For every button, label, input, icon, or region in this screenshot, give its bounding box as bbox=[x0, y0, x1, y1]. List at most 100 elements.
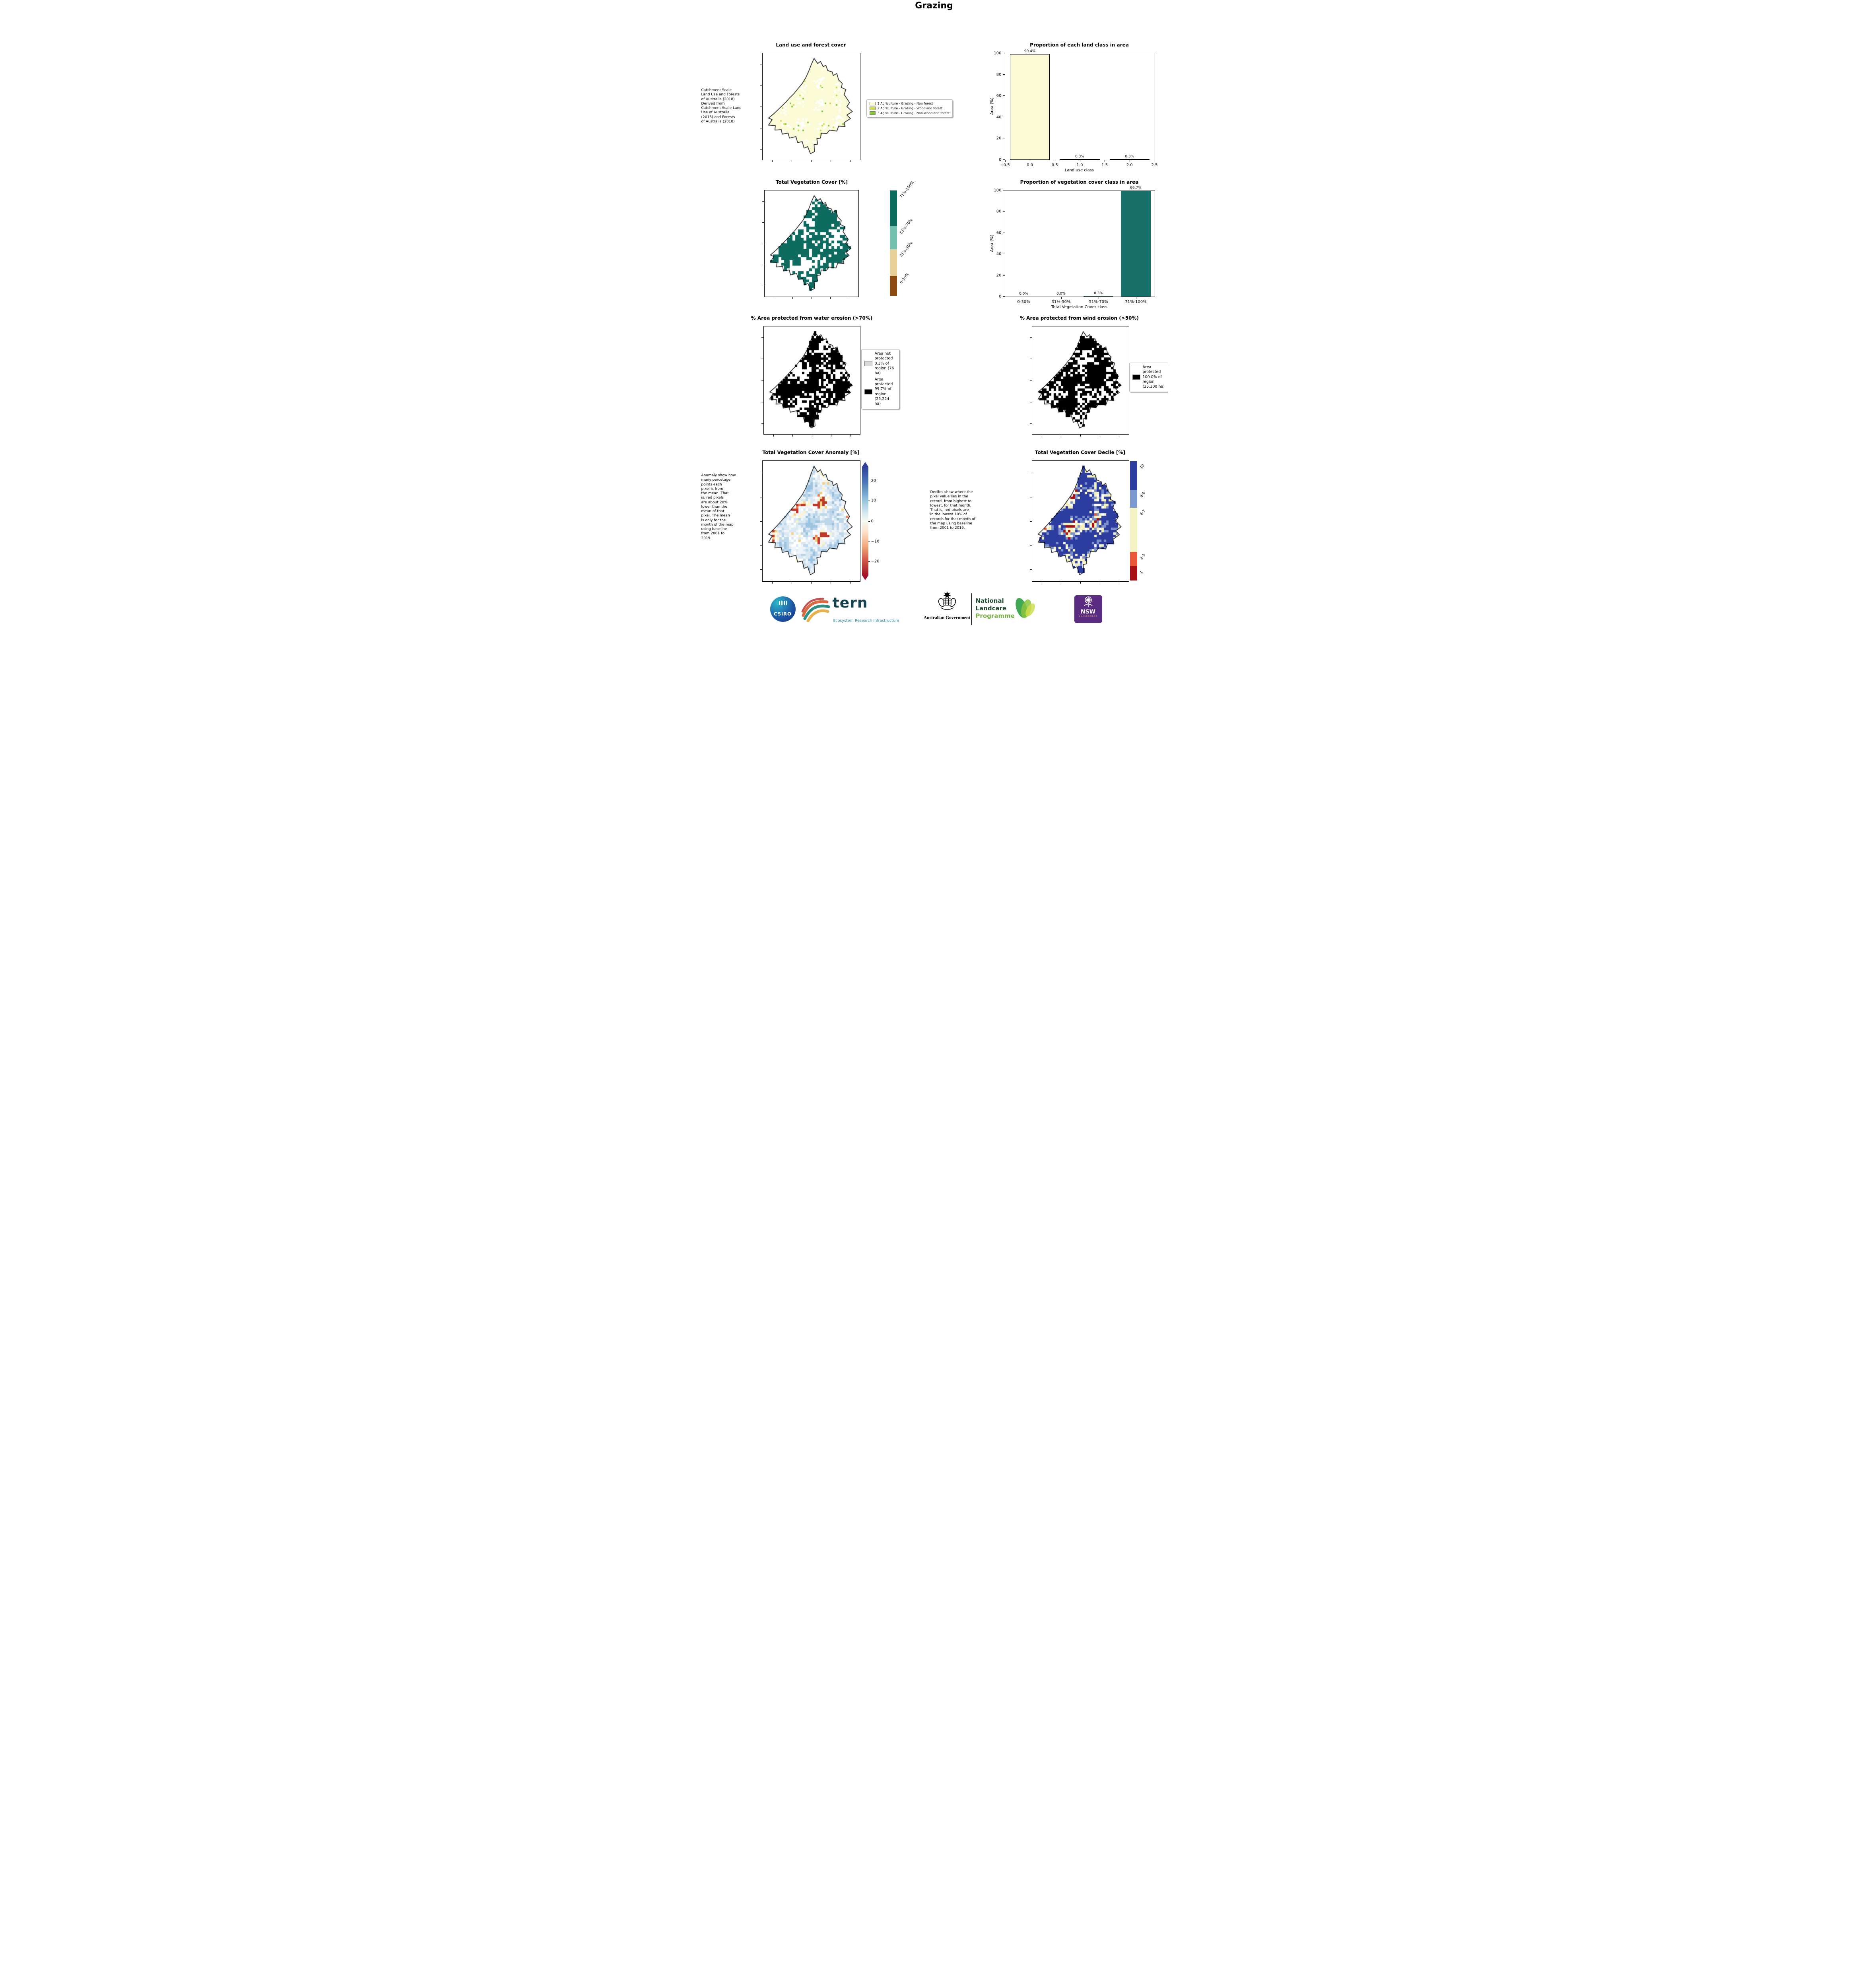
axis-tick bbox=[830, 297, 831, 299]
landcare-word-programme: Programme bbox=[975, 612, 1015, 619]
colorbar-label: 10 bbox=[1139, 463, 1146, 470]
water-erosion-legend: Area not protected 0.3% of region (76 ha… bbox=[861, 349, 899, 409]
y-axis-tick bbox=[1002, 74, 1005, 75]
bar-value-label: 0.0% bbox=[1019, 292, 1028, 296]
x-tick-label: 51%-70% bbox=[1089, 300, 1108, 304]
axis-tick bbox=[1029, 337, 1032, 338]
y-axis-tick bbox=[1002, 275, 1005, 276]
legend-label: Area protected 99.7% of region (25,224 h… bbox=[874, 377, 893, 406]
anomaly-map bbox=[760, 460, 860, 584]
colorbar-label: 1 bbox=[1139, 570, 1144, 575]
decile-map bbox=[1029, 460, 1129, 584]
legend-swatch bbox=[1132, 375, 1140, 380]
colorbar-segment bbox=[1130, 461, 1137, 490]
land-use-map-canvas bbox=[762, 53, 860, 160]
x-tick-label: 0.5 bbox=[1051, 163, 1058, 167]
bar-value-label: 99.7% bbox=[1130, 186, 1142, 190]
decile-map-title: Total Vegetation Cover Decile [%] bbox=[1035, 450, 1125, 455]
legend-swatch bbox=[869, 102, 876, 105]
axis-tick bbox=[1029, 545, 1032, 546]
artwork-strokes bbox=[801, 598, 830, 622]
axis-tick bbox=[850, 160, 851, 162]
axis-tick bbox=[760, 545, 762, 546]
colorbar-segment bbox=[889, 276, 897, 296]
legend-swatch bbox=[864, 361, 872, 367]
y-tick-label: 80 bbox=[996, 72, 1002, 77]
colorbar-segment bbox=[1130, 566, 1137, 580]
bar-value-label: 0.0% bbox=[1056, 292, 1066, 296]
australian-government-label: Australian Government bbox=[923, 615, 971, 620]
colorbar-label: 71%-100% bbox=[899, 180, 915, 199]
y-tick-label: 60 bbox=[996, 231, 1002, 235]
decile-explainer-note: Deciles show where the pixel value lies … bbox=[930, 490, 975, 530]
colorbar-arrow-down-icon bbox=[862, 575, 868, 580]
legend-item: Area not protected 0.3% of region (76 ha… bbox=[864, 351, 896, 376]
landcare-word-landcare: Landcare bbox=[975, 604, 1007, 612]
colorbar-label: 51%-70% bbox=[899, 218, 914, 235]
x-tick-label: −0.5 bbox=[1000, 163, 1010, 167]
anomaly-colorbar: 20 10 0 −10 −20 bbox=[862, 462, 880, 580]
y-axis-tick bbox=[1002, 296, 1005, 297]
bar-value-label: 0.3% bbox=[1125, 155, 1134, 159]
colorbar-segment bbox=[1130, 490, 1137, 508]
nsw-logo-sublabel: GOVERNMENT bbox=[1078, 615, 1098, 617]
report-page: Grazing Land use and forest cover Catchm… bbox=[700, 0, 1168, 628]
tern-logo: tern bbox=[832, 595, 868, 611]
veg-class-bar-chart: 0 20 40 60 80 100 0-30% 31%-50% 51%-70% 71%-100% 0… bbox=[994, 186, 1155, 304]
legend-label: Area not protected 0.3% of region (76 ha… bbox=[874, 351, 894, 376]
axis-tick bbox=[760, 521, 762, 522]
y-axis-tick bbox=[1002, 159, 1005, 160]
legend-label: 1 Agriculture - Grazing - Non forest bbox=[877, 102, 933, 105]
bar bbox=[1120, 190, 1151, 297]
axis-tick bbox=[772, 582, 773, 584]
colorbar-label: 8-9 bbox=[1139, 491, 1146, 499]
axis-tick bbox=[762, 222, 764, 223]
colorbar-arrow-up-icon bbox=[862, 462, 868, 467]
legend-swatch bbox=[864, 389, 872, 395]
veg-cover-map-canvas bbox=[764, 190, 858, 297]
axis-tick bbox=[772, 160, 773, 162]
x-axis-tick bbox=[1061, 297, 1062, 299]
veg-class-chart-title: Proportion of vegetation cover class in … bbox=[1020, 179, 1139, 185]
y-tick-label: 40 bbox=[996, 252, 1002, 256]
colorbar-tick-label: −20 bbox=[871, 559, 880, 563]
wind-erosion-legend: Area protected 100.0% of region (25,300 … bbox=[1129, 363, 1168, 392]
landcare-leaves-icon bbox=[1015, 598, 1035, 618]
land-use-legend: 1 Agriculture - Grazing - Non forest 2 Ag… bbox=[866, 99, 953, 117]
axis-tick bbox=[1029, 521, 1032, 522]
bar bbox=[1109, 159, 1150, 160]
veg-cover-map bbox=[762, 190, 859, 299]
nsw-government-logo: NSW GOVERNMENT bbox=[1074, 595, 1102, 623]
bar-value-label: 0.3% bbox=[1075, 155, 1084, 159]
x-tick-label: 1.0 bbox=[1076, 163, 1083, 167]
legend-item: Area protected 99.7% of region (25,224 h… bbox=[864, 377, 896, 407]
y-tick-label: 40 bbox=[996, 115, 1002, 120]
wind-erosion-map bbox=[1029, 326, 1129, 437]
colorbar-segment bbox=[889, 226, 897, 250]
colorbar-label: 31%-50% bbox=[899, 241, 914, 258]
axis-tick bbox=[1080, 435, 1081, 437]
legend-item: 1 Agriculture - Grazing - Non forest bbox=[869, 102, 950, 105]
anomaly-map-canvas bbox=[762, 461, 860, 581]
wind-erosion-map-title: % Area protected from wind erosion (>50%… bbox=[1019, 315, 1139, 321]
veg-cover-colorbar: 71%-100% 51%-70% 31%-50% 0-30% bbox=[889, 180, 915, 296]
page-title: Grazing bbox=[915, 1, 953, 11]
bar bbox=[1060, 159, 1100, 160]
axis-tick bbox=[773, 435, 774, 437]
decile-colorbar: 10 8-9 4-7 2-3 1 bbox=[1130, 461, 1146, 580]
decile-map-canvas bbox=[1032, 461, 1129, 581]
land-use-map bbox=[760, 53, 860, 162]
water-erosion-map-canvas bbox=[763, 326, 860, 434]
nsw-logo-label: NSW bbox=[1080, 609, 1096, 615]
land-class-bar-chart: 0 20 40 60 80 100 −0.5 0.0 0.5 1.0 1.5 2.0 2.5 99.4% 0… bbox=[994, 49, 1157, 167]
y-axis-tick bbox=[1002, 95, 1005, 96]
land-use-map-title: Land use and forest cover bbox=[776, 42, 846, 48]
legend-item: 2 Agriculture - Grazing - Woodland fores… bbox=[869, 107, 950, 110]
axis-tick bbox=[761, 337, 763, 338]
colorbar-segment bbox=[1130, 508, 1137, 552]
colorbar-label: 4-7 bbox=[1139, 509, 1146, 516]
y-tick-label: 100 bbox=[994, 188, 1002, 193]
wind-erosion-map-canvas bbox=[1032, 326, 1129, 434]
colorbar-tick bbox=[868, 561, 870, 562]
legend-label: Area protected 100.0% of region (25,300 … bbox=[1142, 365, 1165, 389]
